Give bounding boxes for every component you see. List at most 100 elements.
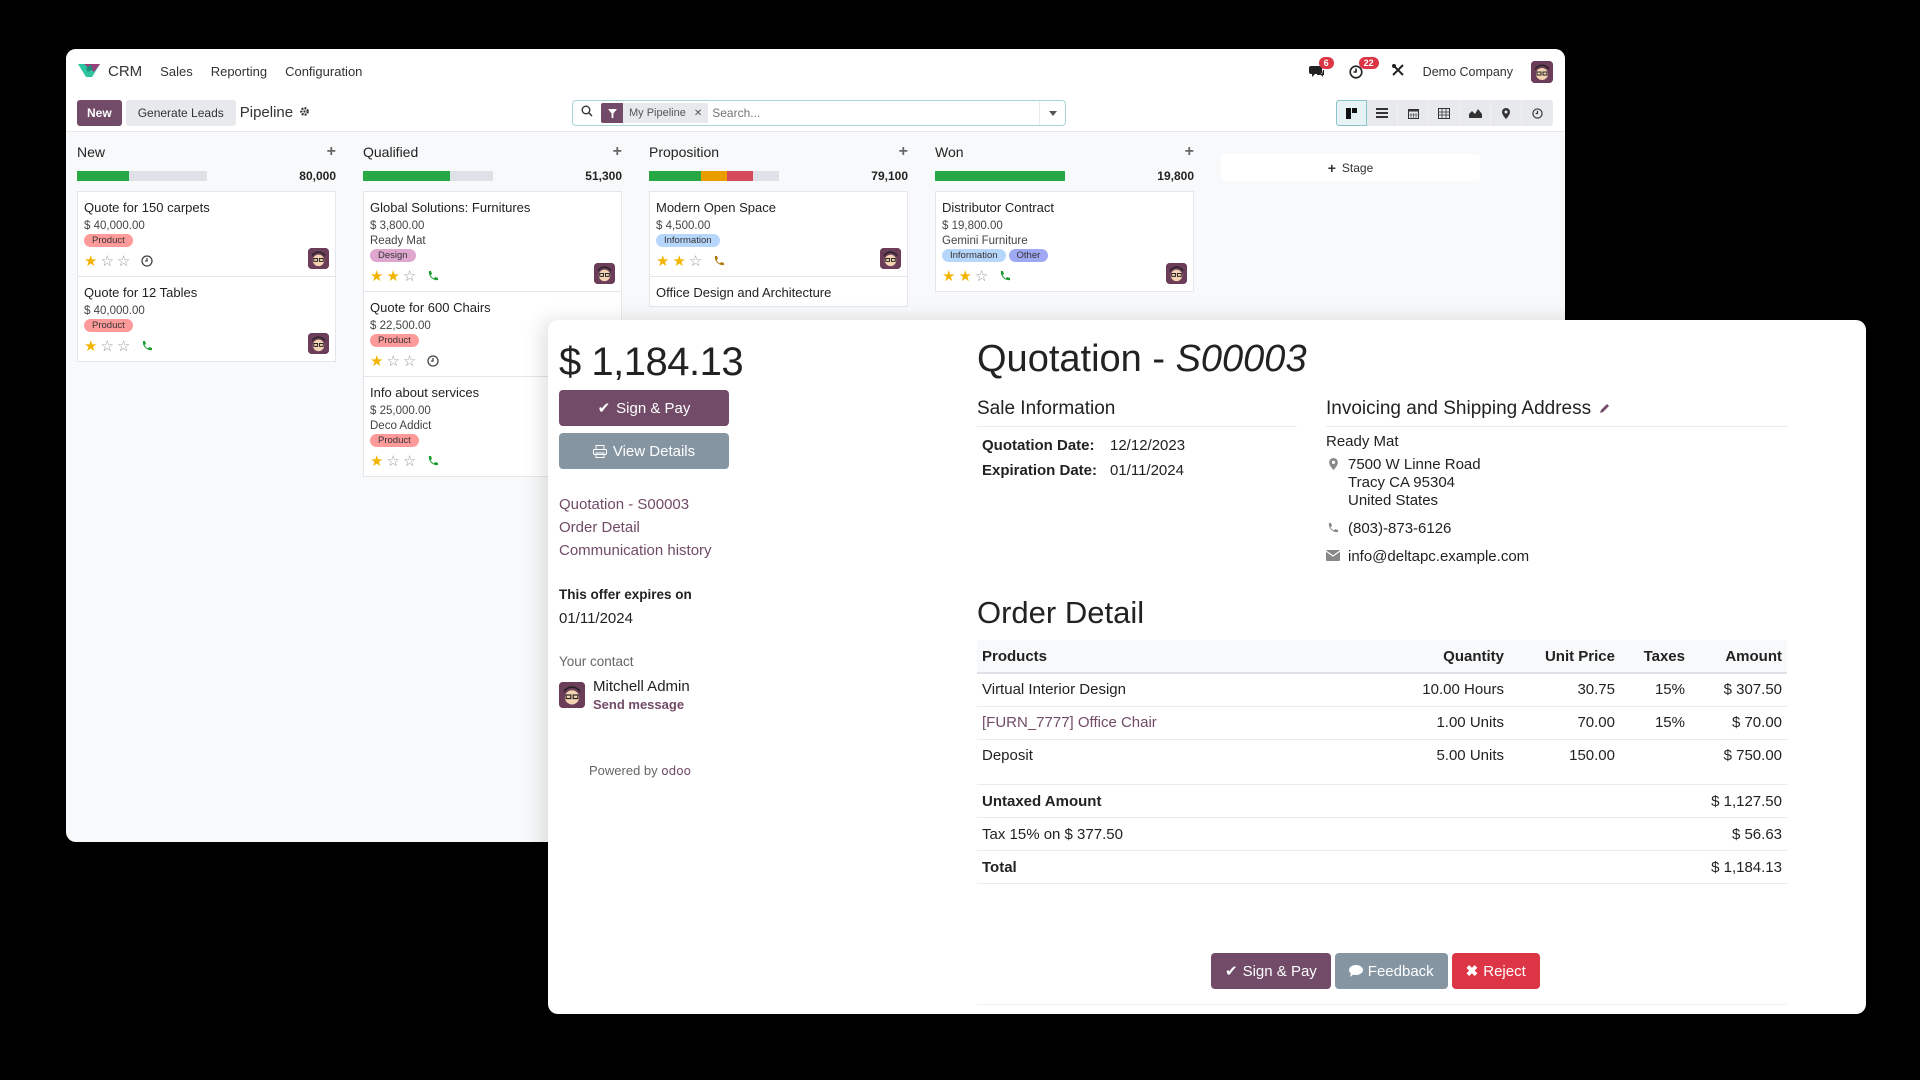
priority-star-icon[interactable]: ☆ [116, 337, 131, 355]
column-title[interactable]: Won [935, 144, 964, 160]
column-progress-bar[interactable] [649, 171, 779, 181]
check-icon: ✔ [1225, 963, 1238, 980]
priority-star-icon[interactable]: ☆ [100, 337, 114, 355]
generate-leads-button[interactable]: Generate Leads [125, 99, 236, 126]
priority-star-icon[interactable]: ★ [386, 267, 400, 285]
kanban-card[interactable]: Distributor Contract $ 19,800.00 Gemini … [936, 192, 1193, 291]
salesperson-avatar[interactable] [594, 263, 615, 284]
priority-star-icon[interactable]: ★ [370, 267, 384, 285]
activity-clock-icon[interactable] [141, 255, 154, 267]
odoo-logo[interactable]: odoo [661, 764, 691, 778]
view-pivot-button[interactable] [1429, 100, 1460, 126]
priority-star-icon[interactable]: ☆ [402, 452, 417, 470]
nav-link-quotation[interactable]: Quotation - S00003 [559, 496, 690, 513]
address-heading: Invoicing and Shipping Address [1326, 398, 1592, 419]
nav-link-order-detail[interactable]: Order Detail [559, 519, 640, 536]
messages-button[interactable]: 6 [1308, 56, 1334, 79]
menu-reporting[interactable]: Reporting [210, 64, 268, 79]
priority-star-icon[interactable]: ★ [370, 352, 384, 370]
quick-create-button[interactable]: + [1184, 143, 1194, 160]
salesperson-avatar[interactable] [308, 248, 329, 269]
view-activity-button[interactable] [1522, 100, 1553, 126]
column-title[interactable]: New [77, 144, 106, 160]
priority-star-icon[interactable]: ★ [370, 452, 384, 470]
priority-star-icon[interactable]: ☆ [402, 267, 417, 285]
kanban-card[interactable]: Quote for 600 Chairs $ 22,500.00 Product… [364, 292, 621, 377]
activities-button[interactable]: 22 [1349, 56, 1379, 79]
total-amount: $ 1,184.13 [1504, 850, 1787, 884]
new-button[interactable]: New [77, 99, 122, 126]
nav-link-communication-history[interactable]: Communication history [559, 542, 712, 559]
priority-star-icon[interactable]: ☆ [386, 452, 400, 470]
unit-price: 70.00 [1509, 706, 1620, 740]
view-list-button[interactable] [1367, 100, 1398, 126]
view-kanban-button[interactable] [1336, 100, 1367, 126]
tax-amount: $ 56.63 [1504, 817, 1787, 851]
add-stage-button[interactable]: + Stage [1221, 154, 1480, 181]
search-icon[interactable] [581, 104, 593, 122]
priority-star-icon[interactable]: ★ [656, 252, 670, 270]
view-switcher [1336, 100, 1553, 126]
edit-pencil-icon[interactable] [1599, 398, 1610, 420]
product-link[interactable]: [FURN_7777] Office Chair [977, 706, 1359, 740]
priority-star-icon[interactable]: ☆ [116, 252, 131, 270]
view-graph-button[interactable] [1460, 100, 1491, 126]
address-phone: (803)-873-6126 [1348, 520, 1452, 537]
priority-star-icon[interactable]: ★ [942, 267, 956, 285]
kanban-card[interactable]: Modern Open Space $ 4,500.00 Information… [650, 192, 907, 277]
view-details-button[interactable]: View Details [559, 433, 729, 469]
kanban-card[interactable]: Info about services $ 25,000.00 Deco Add… [364, 377, 621, 476]
send-message-link[interactable]: Send message [593, 697, 685, 712]
priority-star-icon[interactable]: ☆ [100, 252, 114, 270]
quantity: 10.00 Hours [1359, 673, 1509, 707]
salesperson-avatar[interactable] [308, 333, 329, 354]
card-amount: $ 40,000.00 [84, 305, 145, 317]
column-progress-bar[interactable] [363, 171, 493, 181]
quick-create-button[interactable]: + [898, 143, 908, 160]
kanban-card[interactable]: Global Solutions: Furnitures $ 3,800.00 … [364, 192, 621, 292]
column-progress-bar[interactable] [77, 171, 207, 181]
activity-phone-icon[interactable] [999, 270, 1011, 282]
priority-star-icon[interactable]: ☆ [974, 267, 989, 285]
priority-star-icon[interactable]: ★ [84, 337, 98, 355]
activity-clock-icon[interactable] [427, 355, 440, 367]
priority-star-icon[interactable]: ★ [958, 267, 972, 285]
user-avatar[interactable] [1531, 60, 1553, 83]
sign-pay-bottom-button[interactable]: ✔ Sign & Pay [1211, 953, 1331, 989]
search-input[interactable] [712, 106, 1039, 120]
priority-star-icon[interactable]: ★ [672, 252, 686, 270]
menu-configuration[interactable]: Configuration [285, 64, 363, 79]
activity-phone-icon[interactable] [141, 340, 153, 352]
kanban-card[interactable]: Quote for 12 Tables $ 40,000.00 Product … [78, 277, 335, 361]
priority-star-icon[interactable]: ☆ [402, 352, 417, 370]
debug-tools-icon[interactable] [1391, 63, 1405, 80]
salesperson-avatar[interactable] [1166, 263, 1187, 284]
priority-star-icon[interactable]: ★ [84, 252, 98, 270]
gear-icon[interactable] [299, 104, 310, 121]
view-map-button[interactable] [1491, 100, 1522, 126]
menu-sales[interactable]: Sales [160, 64, 193, 79]
quotation-date: 12/12/2023 [1110, 437, 1186, 454]
priority-star-icon[interactable]: ☆ [386, 352, 400, 370]
activity-phone-icon[interactable] [427, 455, 439, 467]
company-switcher[interactable]: Demo Company [1422, 64, 1513, 79]
quick-create-button[interactable]: + [612, 143, 622, 160]
card-amount: $ 40,000.00 [84, 220, 145, 232]
activity-phone-icon[interactable] [427, 270, 439, 282]
quick-create-button[interactable]: + [326, 143, 336, 160]
priority-star-icon[interactable]: ☆ [688, 252, 703, 270]
column-progress-bar[interactable] [935, 171, 1065, 181]
remove-facet-icon[interactable]: ✕ [693, 107, 703, 119]
salesperson-avatar[interactable] [880, 248, 901, 269]
kanban-card[interactable]: Quote for 150 carpets $ 40,000.00 Produc… [78, 192, 335, 277]
kanban-card[interactable]: Office Design and Architecture [650, 277, 907, 306]
sign-pay-button[interactable]: ✔ Sign & Pay [559, 390, 729, 426]
feedback-button[interactable]: Feedback [1334, 953, 1448, 989]
view-calendar-button[interactable] [1398, 100, 1429, 126]
search-options-toggle[interactable] [1039, 101, 1065, 125]
column-title[interactable]: Qualified [363, 144, 419, 160]
activity-phone-icon[interactable] [713, 255, 725, 267]
app-brand[interactable]: CRM [78, 62, 142, 82]
column-title[interactable]: Proposition [649, 144, 720, 160]
reject-button[interactable]: ✖ Reject [1451, 953, 1540, 989]
